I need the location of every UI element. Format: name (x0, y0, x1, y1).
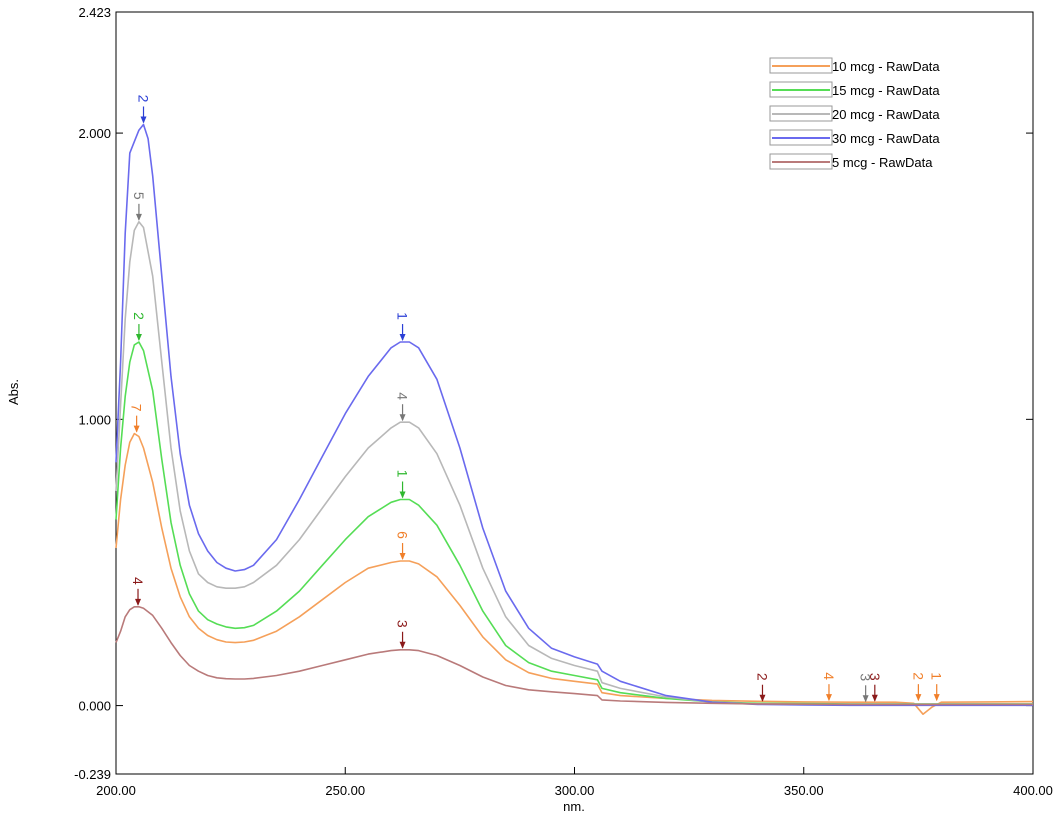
peak-marker-arrow (399, 414, 406, 422)
y-axis-title: Abs. (6, 379, 21, 405)
peak-marker-label: 2 (910, 672, 926, 680)
peak-marker-label: 1 (395, 470, 411, 478)
peak-marker: 2 (754, 673, 770, 702)
peak-marker-label: 7 (129, 404, 145, 412)
peak-marker-arrow (399, 491, 406, 499)
peak-marker: 4 (821, 672, 837, 702)
legend-entry: 5 mcg - RawData (769, 153, 933, 170)
peak-marker: 7 (129, 404, 145, 433)
legend-label: 20 mcg - RawData (832, 107, 940, 122)
plot-frame (115, 11, 1034, 775)
peak-marker-label: 6 (395, 531, 411, 539)
x-axis: 200.00 250.00 300.00 350.00 400.00 (96, 767, 1053, 798)
x-tick-label: 300.00 (555, 783, 595, 798)
y-tick-label: 1.000 (78, 412, 111, 427)
legend-entry: 10 mcg - RawData (769, 57, 940, 74)
y-tick-label: 0.000 (78, 699, 111, 714)
peak-marker: 4 (395, 392, 411, 422)
legend-label: 10 mcg - RawData (832, 59, 940, 74)
peak-marker-arrow (862, 695, 869, 703)
peak-marker: 4 (130, 577, 146, 606)
peak-marker-arrow (399, 641, 406, 649)
series-line-1 (115, 432, 1034, 715)
peak-marker-arrow (399, 553, 406, 561)
peak-marker: 6 (395, 531, 411, 561)
peak-marker: 1 (395, 470, 411, 499)
peak-marker: 3 (395, 620, 411, 649)
y-tick-label: 2.000 (78, 126, 111, 141)
peak-marker-arrow (915, 694, 922, 702)
peak-marker-arrow (140, 116, 147, 124)
peak-marker: 3 (867, 673, 883, 702)
peak-marker-label: 1 (929, 672, 945, 680)
peak-marker-label: 4 (821, 672, 837, 680)
x-tick-label: 250.00 (325, 783, 365, 798)
peak-marker-label: 5 (131, 192, 147, 200)
peak-marker: 2 (131, 312, 147, 342)
peak-marker-label: 3 (395, 620, 411, 628)
legend-label: 15 mcg - RawData (832, 83, 940, 98)
legend-label: 30 mcg - RawData (832, 131, 940, 146)
peak-marker: 5 (131, 192, 147, 221)
peak-marker-arrow (871, 694, 878, 702)
x-axis-title: nm. (563, 799, 585, 814)
series-line-3 (115, 221, 1033, 705)
peak-marker-label: 4 (130, 577, 146, 585)
peak-marker-arrow (133, 425, 140, 433)
peak-marker: 2 (136, 95, 152, 124)
peak-marker-arrow (759, 694, 766, 702)
peak-marker-label: 2 (136, 95, 152, 103)
peak-marker: 3 (858, 673, 874, 703)
peak-marker-label: 4 (395, 392, 411, 400)
series-line-2 (115, 341, 1033, 705)
peak-marker-label: 1 (395, 312, 411, 320)
legend-label: 5 mcg - RawData (832, 155, 933, 170)
x-tick-label: 200.00 (96, 783, 136, 798)
series-layer (115, 123, 1034, 715)
y-tick-label: 2.423 (78, 5, 111, 20)
legend-entry: 20 mcg - RawData (769, 105, 940, 122)
legend-entry: 15 mcg - RawData (769, 81, 940, 98)
peak-marker-arrow (135, 213, 142, 221)
series-line-4 (115, 123, 1033, 707)
x-tick-label: 350.00 (784, 783, 824, 798)
peak-marker-label: 3 (867, 673, 883, 681)
peak-marker: 2 (910, 672, 926, 702)
series-line-5 (115, 606, 1033, 706)
peak-marker-label: 3 (858, 673, 874, 681)
peak-marker-label: 2 (131, 312, 147, 320)
peak-marker-arrow (399, 334, 406, 342)
peak-marker-label: 2 (754, 673, 770, 681)
legend: 10 mcg - RawData 15 mcg - RawData 20 mcg -… (769, 57, 940, 170)
peak-marker-arrow (825, 694, 832, 702)
x-tick-label: 400.00 (1013, 783, 1053, 798)
y-tick-label: -0.239 (74, 767, 111, 782)
legend-entry: 30 mcg - RawData (769, 129, 940, 146)
peak-marker: 1 (395, 312, 411, 342)
peak-marker-arrow (135, 334, 142, 342)
peak-marker: 1 (929, 672, 945, 702)
peak-marker-arrow (933, 694, 940, 702)
peak-marker-arrow (135, 598, 142, 606)
